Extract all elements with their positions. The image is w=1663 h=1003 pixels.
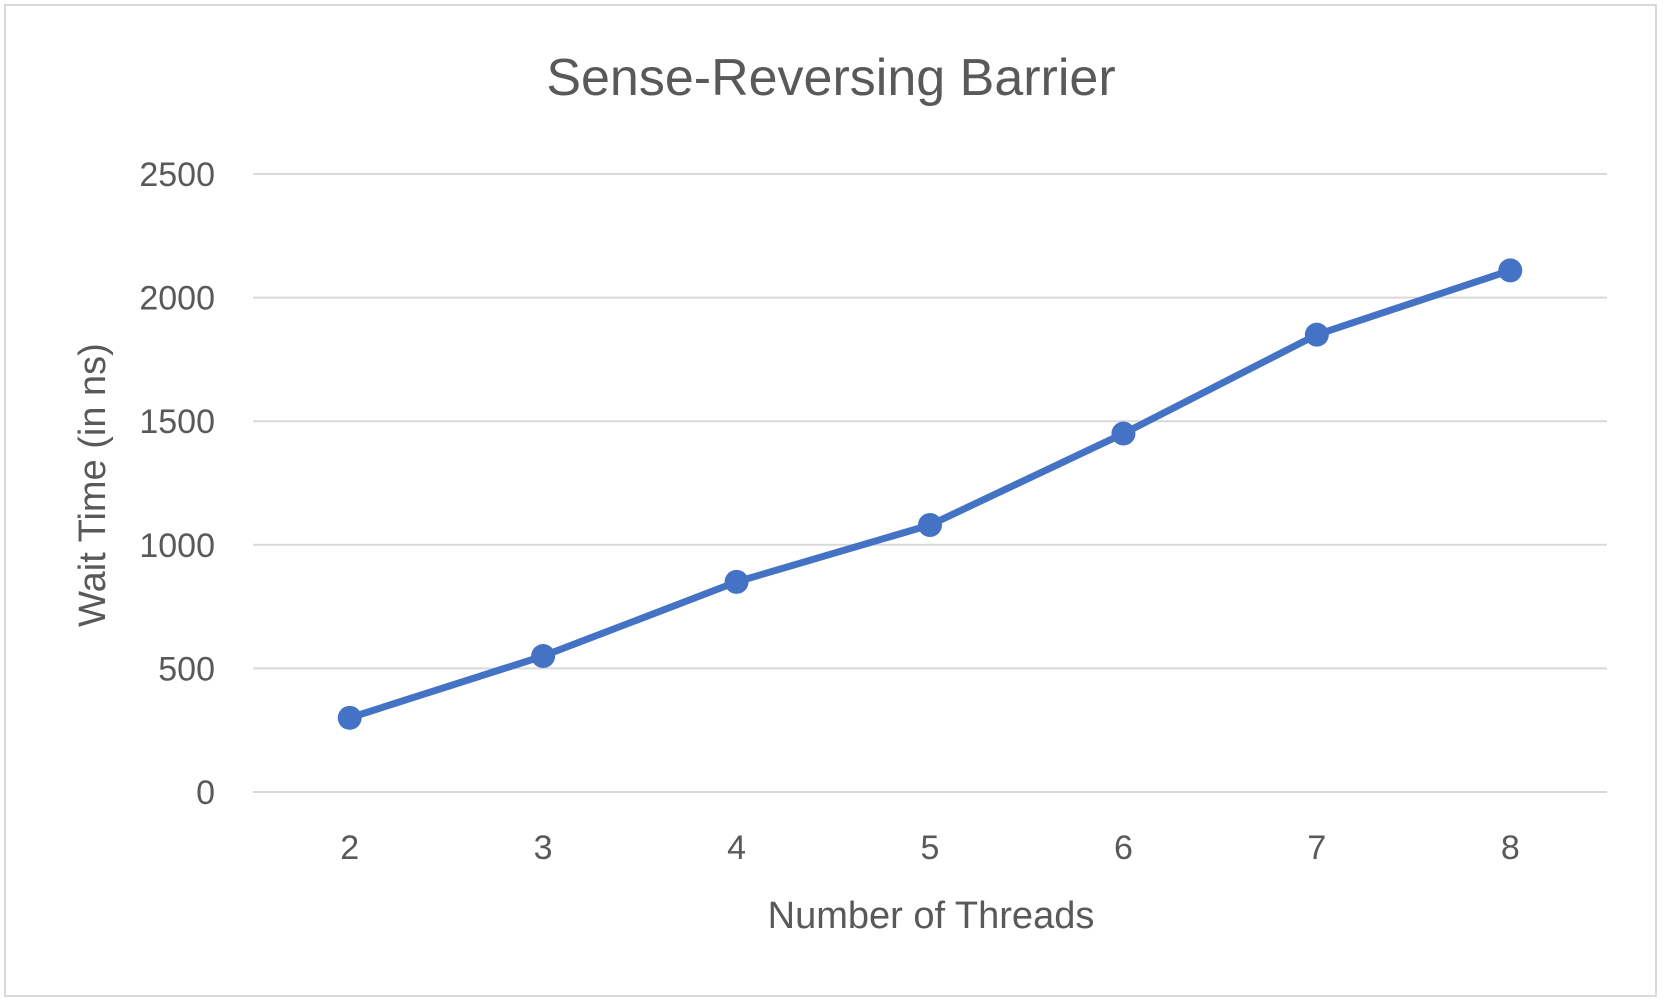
- x-tick-label: 3: [534, 829, 553, 867]
- series-line: [346, 266, 1514, 722]
- x-tick-label: 4: [727, 829, 746, 867]
- y-axis-tick-labels: 0 500 1000 1500 2000 2500: [139, 156, 215, 812]
- x-tick-label: 2: [340, 829, 359, 867]
- data-point-6: [1111, 421, 1136, 446]
- gridlines: [253, 173, 1607, 793]
- x-axis-tick-labels: 2 3 4 5 6 7 8: [340, 829, 1519, 867]
- y-tick-label: 1000: [139, 527, 215, 565]
- x-tick-label: 7: [1307, 829, 1326, 867]
- data-point-8: [1498, 258, 1523, 283]
- data-point-7: [1304, 322, 1329, 347]
- y-axis-title: Wait Time (in ns): [72, 343, 114, 627]
- data-point-2: [337, 705, 362, 730]
- data-point-4: [724, 569, 749, 594]
- x-tick-label: 6: [1114, 829, 1133, 867]
- chart-title: Sense-Reversing Barrier: [546, 49, 1115, 107]
- y-tick-label: 500: [158, 650, 215, 688]
- data-point-3: [531, 644, 556, 669]
- y-tick-label: 1500: [139, 403, 215, 441]
- y-tick-label: 2500: [139, 156, 215, 194]
- x-axis-title: Number of Threads: [768, 895, 1095, 937]
- chart-frame: [4, 4, 1657, 997]
- series-layer: [337, 258, 1523, 730]
- y-tick-label: 0: [196, 774, 215, 812]
- data-point-5: [918, 513, 942, 538]
- y-tick-label: 2000: [139, 280, 215, 318]
- x-tick-label: 8: [1501, 829, 1520, 867]
- x-tick-label: 5: [921, 829, 940, 867]
